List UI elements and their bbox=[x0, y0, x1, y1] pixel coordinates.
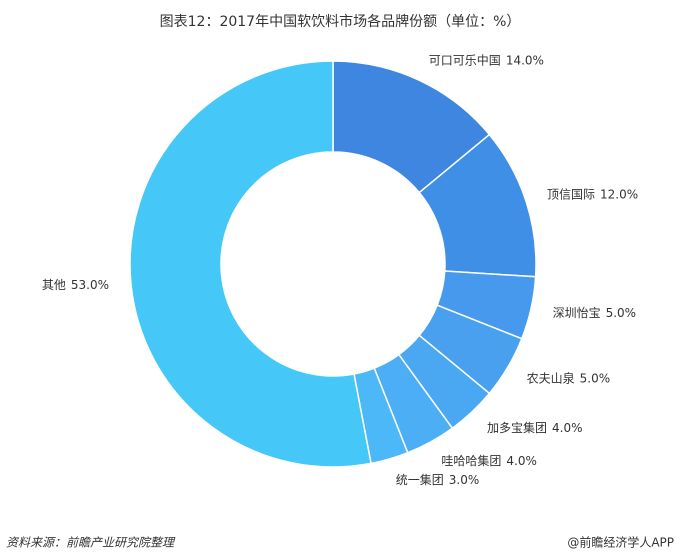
value-label: 4.0% bbox=[552, 421, 583, 435]
data-label: 加多宝集团 4.0% bbox=[487, 420, 583, 435]
value-label: 5.0% bbox=[606, 306, 637, 320]
slice bbox=[129, 60, 372, 468]
data-label: 统一集团 3.0% bbox=[396, 472, 480, 487]
value-label: 3.0% bbox=[449, 473, 480, 487]
category-label: 哇哈哈集团 bbox=[441, 453, 501, 468]
category-label: 统一集团 bbox=[396, 472, 444, 487]
category-label: 加多宝集团 bbox=[487, 420, 547, 435]
category-label: 深圳怡宝 bbox=[553, 306, 601, 320]
value-label: 12.0% bbox=[600, 187, 638, 201]
data-label: 顶信国际 12.0% bbox=[547, 187, 638, 201]
data-label: 可口可乐中国 14.0% bbox=[429, 52, 544, 67]
value-label: 53.0% bbox=[71, 278, 109, 292]
category-label: 其他 bbox=[42, 278, 66, 292]
value-label: 4.0% bbox=[506, 454, 536, 468]
value-label: 14.0% bbox=[506, 53, 544, 67]
source: 资料来源：前瞻产业研究院整理 bbox=[6, 536, 176, 550]
chart-title: 图表12：2017年中国软饮料市场各品牌份额（单位：%） bbox=[160, 13, 521, 30]
data-label: 哇哈哈集团 4.0% bbox=[441, 453, 537, 468]
data-label: 其他 53.0% bbox=[42, 278, 109, 292]
data-label: 深圳怡宝 5.0% bbox=[553, 306, 637, 320]
credit: @前瞻经济学人APP bbox=[567, 535, 674, 550]
category-label: 农夫山泉 bbox=[527, 371, 575, 385]
category-label: 顶信国际 bbox=[547, 187, 595, 201]
data-label: 农夫山泉 5.0% bbox=[527, 371, 611, 385]
category-label: 可口可乐中国 bbox=[429, 52, 501, 67]
value-label: 5.0% bbox=[580, 371, 611, 385]
